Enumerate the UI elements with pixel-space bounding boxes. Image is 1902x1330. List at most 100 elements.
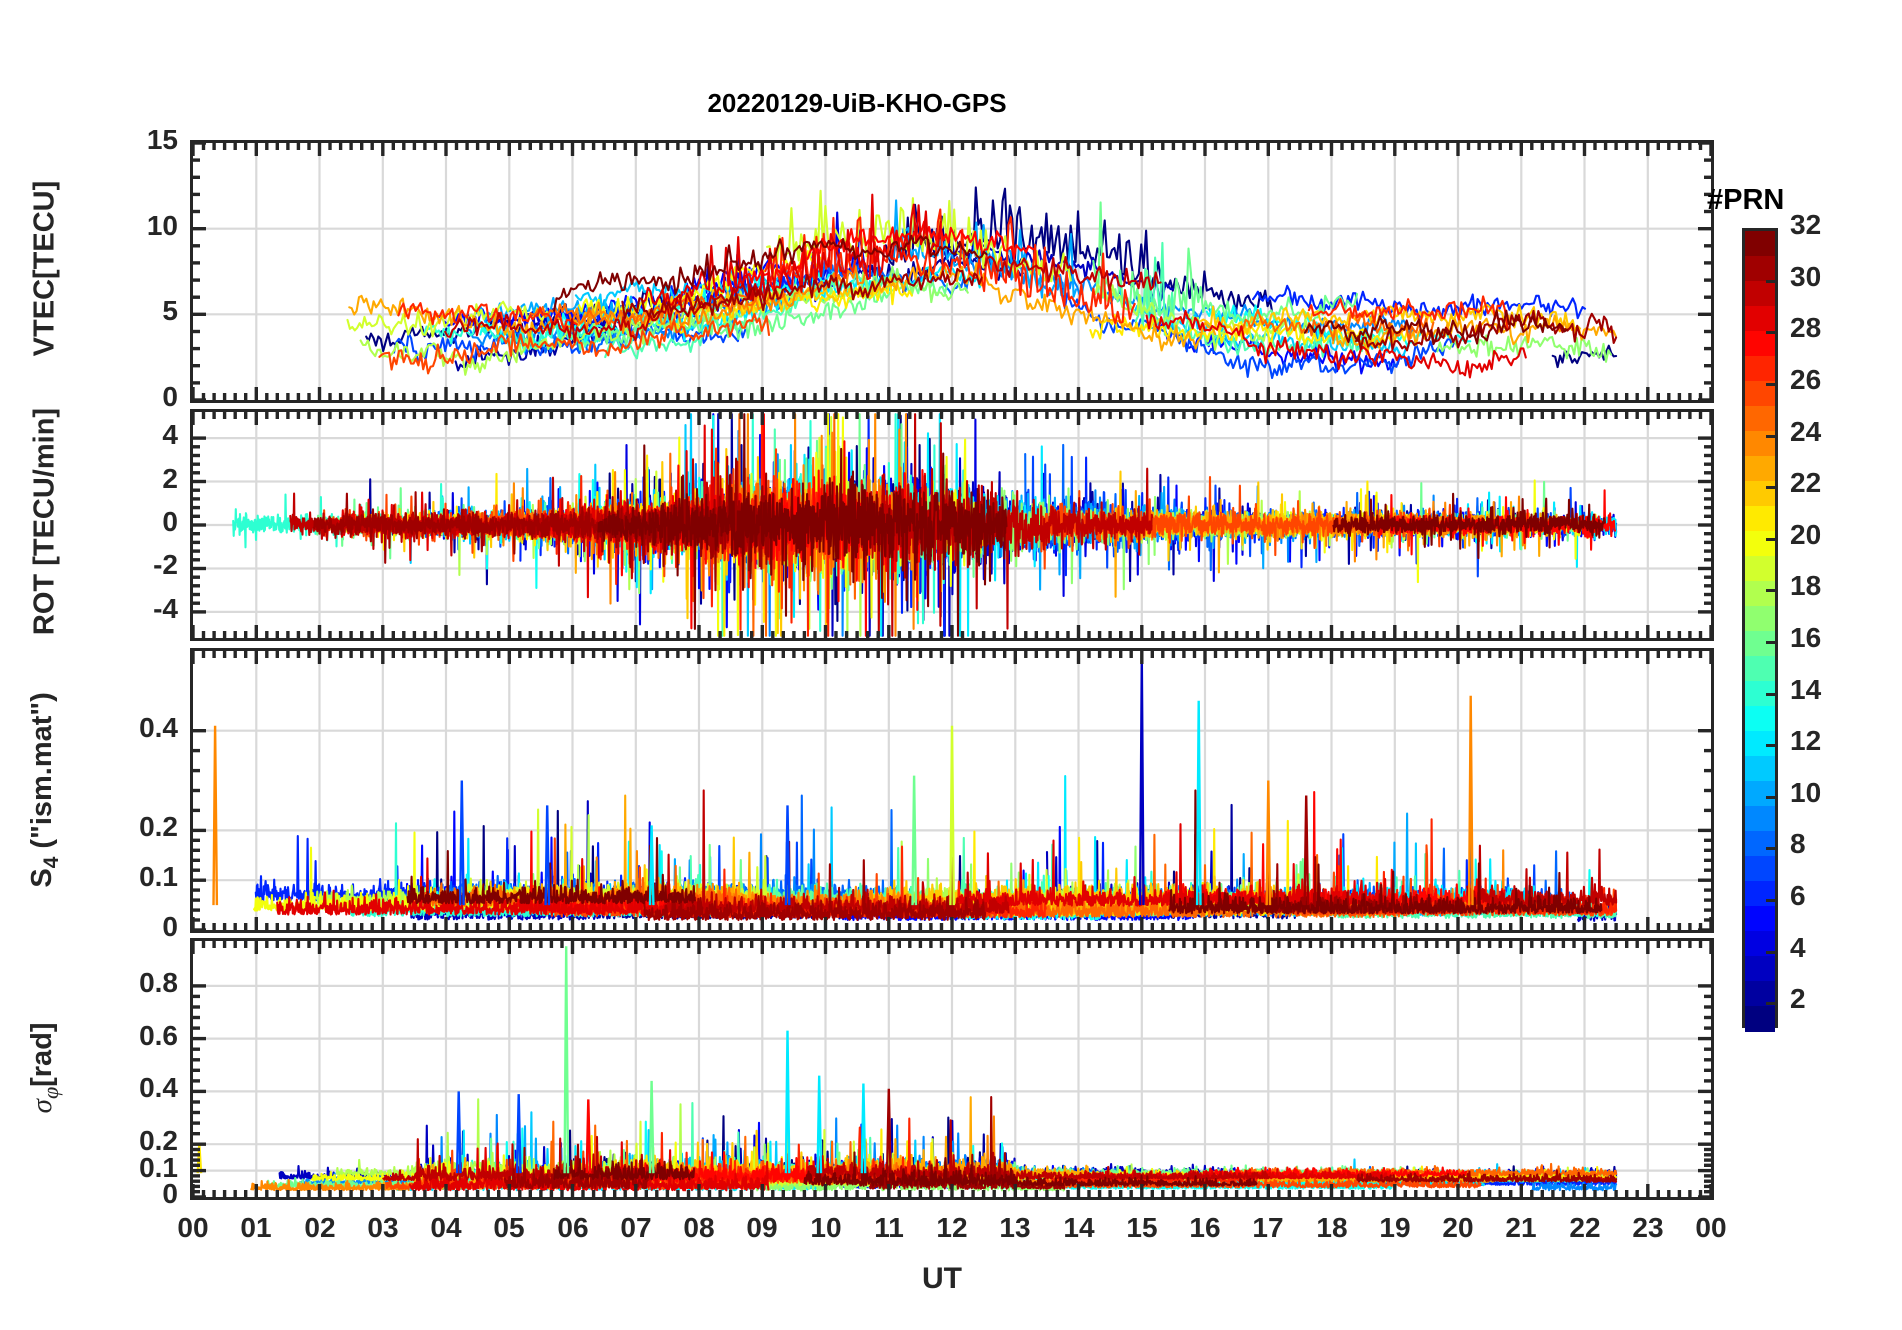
colorbar-segment [1745, 656, 1775, 682]
colorbar-tick-label-20: 20 [1790, 518, 1822, 550]
ylabel-vtec-text: VTEC[TECU] [28, 180, 61, 356]
ytick-sigma_phi-0: 0 [162, 1178, 178, 1209]
xtick-9: 09 [746, 1212, 778, 1243]
panel-sigma-phi [190, 938, 1714, 1200]
vtec-plot-canvas [193, 143, 1711, 400]
colorbar-tick-16 [1766, 640, 1775, 644]
ylabel-rot-text: ROT [TECU/min] [28, 407, 61, 636]
ytick-rot-4: 4 [162, 419, 178, 450]
colorbar-segment [1745, 281, 1775, 307]
colorbar-tick-32 [1766, 228, 1775, 231]
xtick-10: 10 [810, 1212, 842, 1243]
xtick-3: 03 [367, 1212, 399, 1243]
ytick-rot-3: 2 [162, 463, 178, 494]
colorbar-tick-label-12: 12 [1790, 725, 1822, 757]
colorbar-tick-label-28: 28 [1790, 312, 1822, 344]
ytick-sigma_phi-4: 0.6 [139, 1020, 178, 1051]
xtick-14: 14 [1063, 1212, 1095, 1243]
colorbar-tick-label-14: 14 [1790, 673, 1822, 705]
xtick-8: 08 [683, 1212, 715, 1243]
colorbar-tick-label-6: 6 [1790, 880, 1806, 911]
colorbar-segment [1745, 906, 1775, 932]
colorbar-tick-10 [1766, 795, 1775, 799]
panel-vtec [190, 140, 1714, 403]
xtick-7: 07 [620, 1212, 652, 1243]
colorbar-tick-label-30: 30 [1790, 260, 1822, 292]
ytick-vtec-1: 5 [162, 295, 178, 326]
xtick-22: 22 [1569, 1212, 1601, 1243]
colorbar-segment [1745, 756, 1775, 782]
colorbar-segment [1745, 331, 1775, 357]
prn-colorbar[interactable] [1742, 228, 1778, 1032]
xtick-0: 00 [177, 1212, 209, 1243]
xtick-16: 16 [1189, 1212, 1221, 1243]
colorbar-segment [1745, 406, 1775, 432]
ytick-s4-3: 0.4 [139, 712, 178, 743]
colorbar-tick-2 [1766, 1002, 1775, 1006]
xaxis-label: UT [922, 1262, 962, 1295]
colorbar-tick-label-10: 10 [1790, 776, 1822, 808]
colorbar-segment [1745, 831, 1775, 857]
sigma_phi-plot-canvas [193, 941, 1711, 1197]
colorbar-tick-28 [1766, 331, 1775, 335]
figure-title: 20220129-UiB-KHO-GPS [707, 88, 1007, 118]
colorbar-segment [1745, 731, 1775, 757]
colorbar-tick-26 [1766, 382, 1775, 386]
panel-rot [190, 409, 1714, 641]
colorbar-tick-label-2: 2 [1790, 983, 1806, 1015]
ytick-sigma_phi-1: 0.1 [139, 1152, 178, 1183]
xtick-15: 15 [1126, 1212, 1158, 1243]
colorbar-segment [1745, 556, 1775, 582]
colorbar-segment [1745, 231, 1775, 257]
ytick-s4-2: 0.2 [139, 811, 178, 842]
colorbar-tick-22 [1766, 486, 1775, 490]
colorbar-tick-label-18: 18 [1790, 570, 1822, 602]
ylabel-sigma-text: σφ[rad] [26, 1022, 63, 1114]
panel-s4 [190, 648, 1714, 933]
colorbar-segment [1745, 531, 1775, 557]
colorbar-tick-6 [1766, 899, 1775, 902]
xtick-2: 02 [304, 1212, 336, 1243]
xtick-19: 19 [1379, 1212, 1411, 1243]
colorbar-tick-24 [1766, 434, 1775, 438]
ytick-rot-0: -4 [153, 593, 178, 624]
rot-plot-canvas [193, 412, 1711, 638]
colorbar-segment [1745, 456, 1775, 482]
colorbar-segment [1745, 481, 1775, 507]
xtick-21: 21 [1505, 1212, 1537, 1243]
colorbar-segment [1745, 706, 1775, 732]
colorbar-segment [1745, 956, 1775, 982]
colorbar-tick-label-22: 22 [1790, 467, 1822, 499]
ytick-s4-1: 0.1 [139, 861, 178, 892]
colorbar-segment [1745, 606, 1775, 632]
colorbar-tick-label-4: 4 [1790, 931, 1806, 963]
colorbar-segment [1745, 506, 1775, 532]
ytick-vtec-3: 15 [146, 124, 178, 155]
xtick-5: 05 [493, 1212, 525, 1243]
colorbar-segment [1745, 306, 1775, 332]
colorbar-tick-label-32: 32 [1790, 209, 1822, 240]
colorbar-tick-30 [1766, 279, 1775, 283]
ytick-vtec-2: 10 [146, 210, 178, 241]
colorbar-tick-18 [1766, 589, 1775, 593]
colorbar-tick-label-26: 26 [1790, 363, 1822, 395]
colorbar-segment [1745, 881, 1775, 907]
ytick-sigma_phi-5: 0.8 [139, 967, 178, 998]
colorbar-segment [1745, 356, 1775, 382]
colorbar-tick-label-16: 16 [1790, 621, 1822, 653]
colorbar-segment [1745, 581, 1775, 607]
xtick-13: 13 [999, 1212, 1031, 1243]
s4-plot-canvas [193, 651, 1711, 930]
xtick-6: 06 [557, 1212, 589, 1243]
colorbar-segment [1745, 856, 1775, 882]
ytick-sigma_phi-3: 0.4 [139, 1072, 178, 1103]
colorbar-tick-label-8: 8 [1790, 828, 1806, 860]
ytick-rot-2: 0 [162, 506, 178, 537]
colorbar-title: #PRN [1707, 184, 1785, 216]
colorbar-segment [1745, 806, 1775, 832]
xtick-23: 23 [1632, 1212, 1664, 1243]
xtick-4: 04 [430, 1212, 462, 1243]
xtick-12: 12 [936, 1212, 968, 1243]
ytick-s4-0: 0 [162, 911, 178, 942]
